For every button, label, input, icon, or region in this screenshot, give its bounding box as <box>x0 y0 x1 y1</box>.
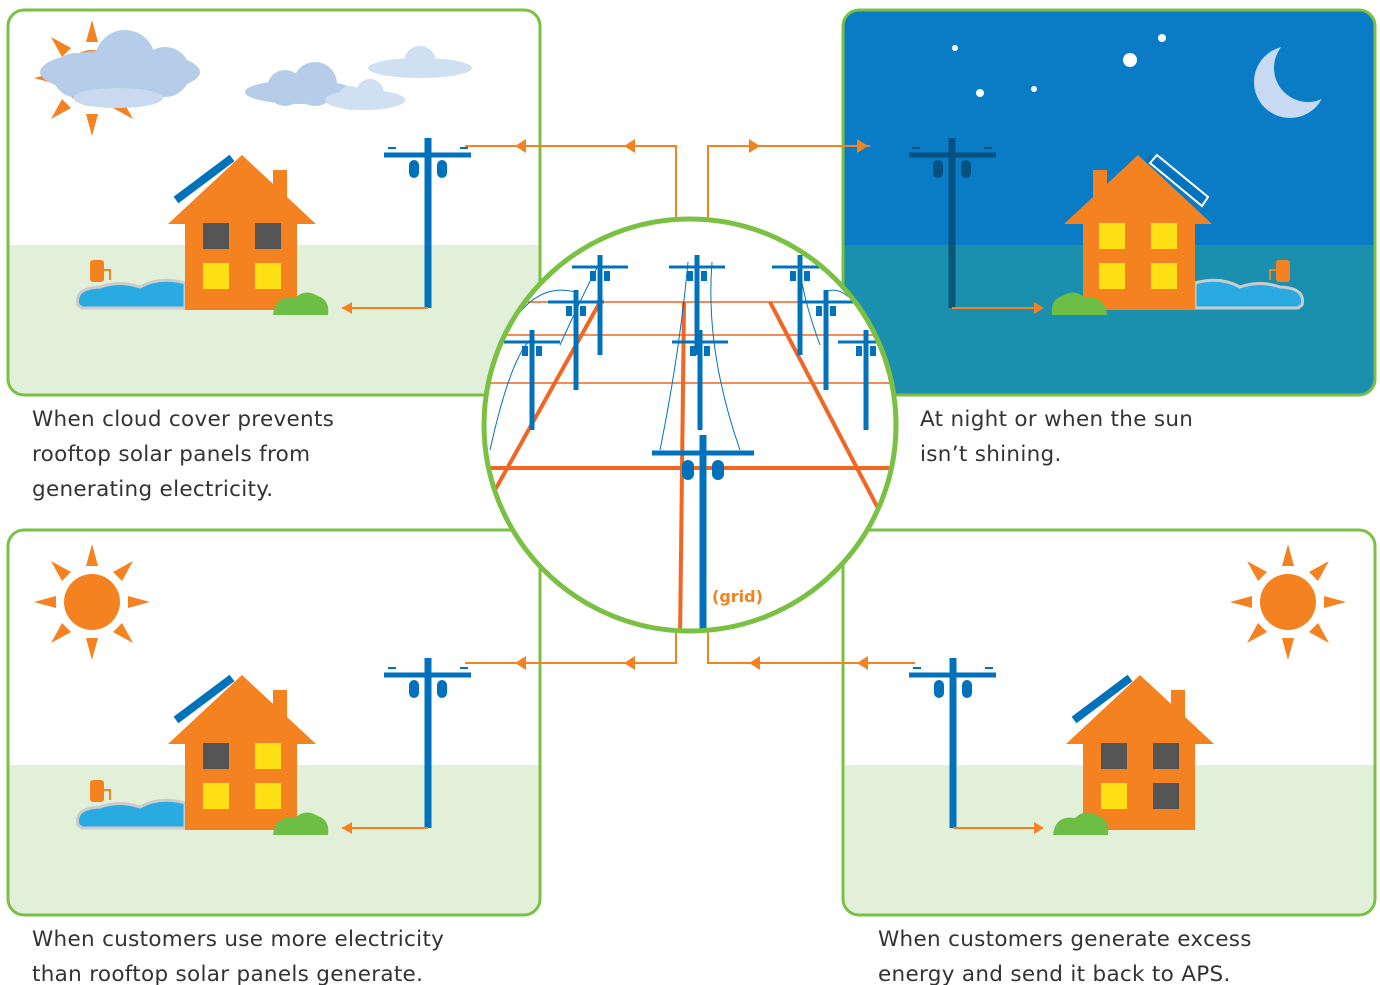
caption-line: than rooftop solar panels generate. <box>32 962 423 985</box>
caption-line: rooftop solar panels from <box>32 442 310 467</box>
panel-more-use <box>8 530 540 915</box>
diagram: (grid) When cloud cover prevents rooftop… <box>0 0 1380 985</box>
panel-night <box>843 10 1375 395</box>
grid-label: (grid) <box>712 587 763 606</box>
caption-line: When cloud cover prevents <box>32 407 334 432</box>
caption-line: isn’t shining. <box>920 442 1062 467</box>
caption-line: At night or when the sun <box>920 407 1193 432</box>
caption-line: generating electricity. <box>32 477 273 502</box>
caption-line: When customers use more electricity <box>32 927 444 952</box>
caption-line: energy and send it back to APS. <box>878 962 1231 985</box>
panel-cloudy <box>8 10 540 395</box>
panel-excess <box>843 530 1375 915</box>
caption-line: When customers generate excess <box>878 927 1252 952</box>
